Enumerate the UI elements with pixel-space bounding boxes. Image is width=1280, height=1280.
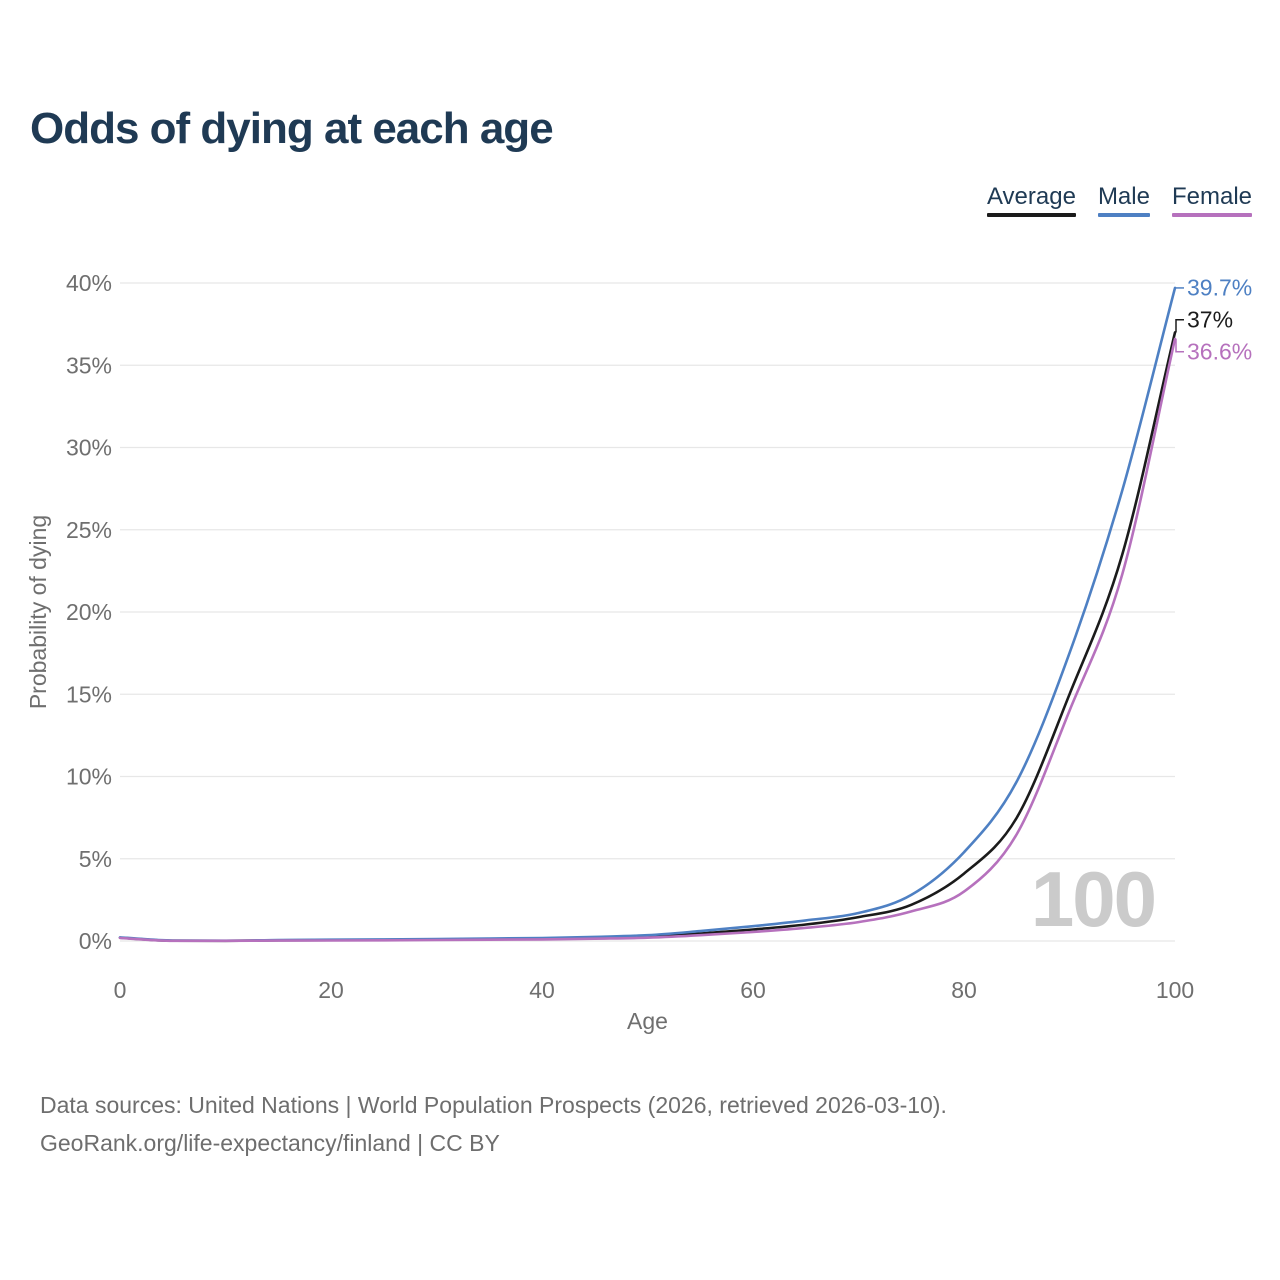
- y-tick-label-15: 15%: [66, 681, 112, 707]
- y-tick-label-5: 5%: [79, 846, 112, 872]
- legend-label-male: Male: [1097, 183, 1150, 210]
- x-tick-label-60: 60: [740, 977, 766, 1003]
- footer-source-line: Data sources: United Nations | World Pop…: [40, 1092, 947, 1118]
- end-label-leader-female: [1175, 338, 1184, 353]
- series-line-male: [118, 286, 1177, 943]
- series-line-average: [118, 331, 1177, 943]
- y-tick-label-25: 25%: [66, 517, 112, 543]
- y-axis-title: Probability of dying: [25, 515, 51, 709]
- x-tick-label-20: 20: [318, 977, 344, 1003]
- y-tick-label-30: 30%: [66, 435, 112, 461]
- legend-item-female[interactable]: Female: [1171, 183, 1252, 218]
- x-tick-label-0: 0: [114, 977, 127, 1003]
- legend-item-male[interactable]: Male: [1097, 183, 1150, 218]
- y-tick-label-10: 10%: [66, 764, 112, 790]
- end-label-male: 39.7%: [1187, 275, 1252, 301]
- line-chart: 0% 5% 10% 15% 20% 25% 30% 35% 40% 0 20 40 60 80 100 Age…: [25, 270, 1252, 1034]
- series-line-female: [118, 337, 1177, 943]
- footer-license-line: GeoRank.org/life-expectancy/finland | CC…: [40, 1130, 500, 1156]
- y-tick-label-20: 20%: [66, 599, 112, 625]
- legend-swatch-average: [986, 213, 1076, 218]
- legend-label-average: Average: [986, 183, 1076, 210]
- end-label-female: 36.6%: [1187, 339, 1252, 365]
- y-tick-label-35: 35%: [66, 352, 112, 378]
- x-tick-label-100: 100: [1156, 977, 1194, 1003]
- x-tick-label-40: 40: [529, 977, 555, 1003]
- y-tick-label-40: 40%: [66, 270, 112, 296]
- legend-item-average[interactable]: Average: [986, 183, 1076, 218]
- legend-swatch-male: [1097, 213, 1150, 218]
- legend: Average Male Female: [986, 183, 1252, 218]
- chart-title: Odds of dying at each age: [30, 104, 554, 153]
- legend-label-female: Female: [1171, 183, 1252, 210]
- x-tick-label-80: 80: [951, 977, 977, 1003]
- y-tick-label-0: 0%: [79, 928, 112, 954]
- x-axis-title: Age: [627, 1008, 668, 1034]
- watermark-label: 100: [1030, 855, 1157, 943]
- end-label-average: 37%: [1187, 307, 1233, 333]
- footer: Data sources: United Nations | World Pop…: [40, 1086, 947, 1162]
- legend-swatch-female: [1171, 213, 1252, 218]
- end-label-leader-average: [1175, 318, 1184, 333]
